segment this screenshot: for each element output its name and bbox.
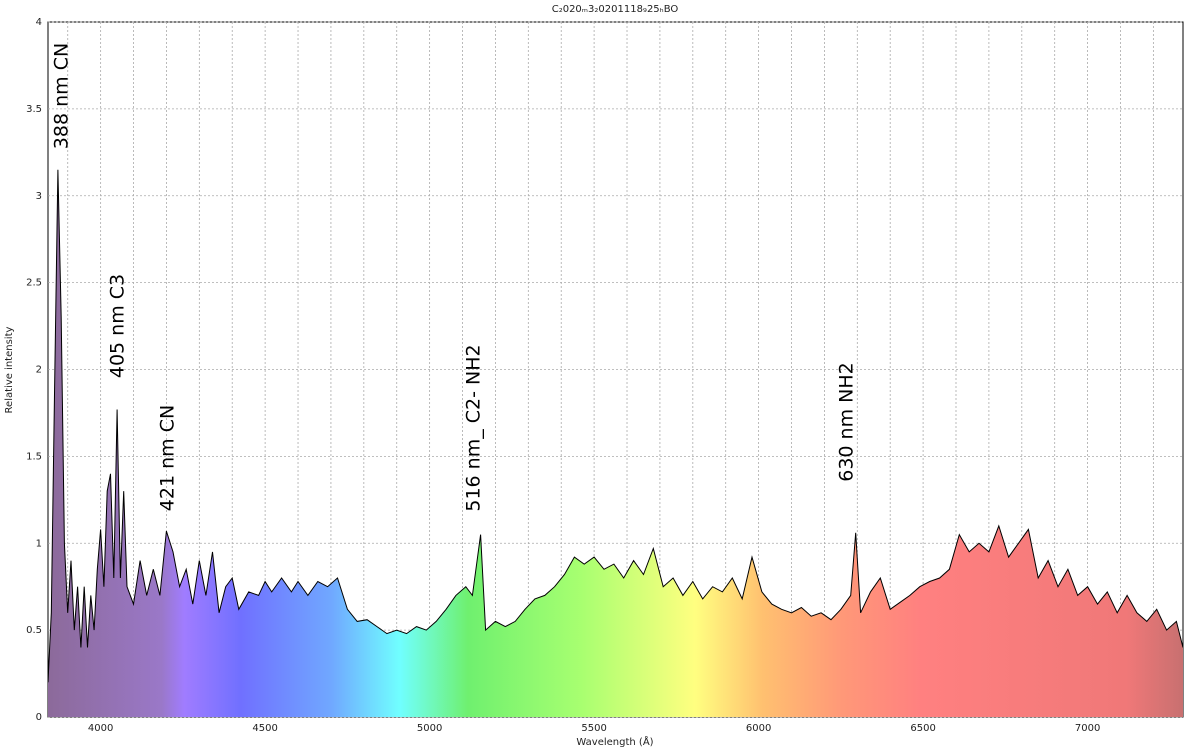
line-annotation: 421 nm CN xyxy=(157,405,179,511)
line-annotation: 388 nm CN xyxy=(51,43,73,149)
line-annotation: 630 nm NH2 xyxy=(836,362,858,481)
y-tick-label: 3.5 xyxy=(26,104,42,115)
y-tick-label: 2 xyxy=(36,365,42,376)
x-tick-label: 4500 xyxy=(252,723,277,734)
x-tick-label: 6000 xyxy=(746,723,771,734)
line-annotation: 405 nm C3 xyxy=(107,274,129,378)
x-tick-label: 4000 xyxy=(88,723,113,734)
y-tick-label: 2.5 xyxy=(26,278,42,289)
y-tick-label: 1 xyxy=(36,538,42,549)
x-axis-label: Wavelength (Å) xyxy=(576,735,653,748)
y-tick-label: 1.5 xyxy=(26,451,42,462)
y-tick-label: 0.5 xyxy=(26,625,42,636)
chart-title: C₂020ₘ3₂0201118₉25ₕBO xyxy=(552,4,679,15)
y-tick-label: 0 xyxy=(36,712,42,723)
y-axis-label: Relative intensity xyxy=(4,326,15,413)
x-tick-label: 6500 xyxy=(910,723,935,734)
x-tick-label: 5500 xyxy=(581,723,606,734)
area-fill xyxy=(48,169,1183,717)
line-annotation: 516 nm_ C2- NH2 xyxy=(463,344,485,511)
spectrum-line xyxy=(47,169,1184,683)
y-tick-label: 4 xyxy=(36,17,42,28)
x-tick-label: 5000 xyxy=(417,723,442,734)
x-tick-label: 7000 xyxy=(1075,723,1100,734)
y-tick-label: 3 xyxy=(36,191,42,202)
